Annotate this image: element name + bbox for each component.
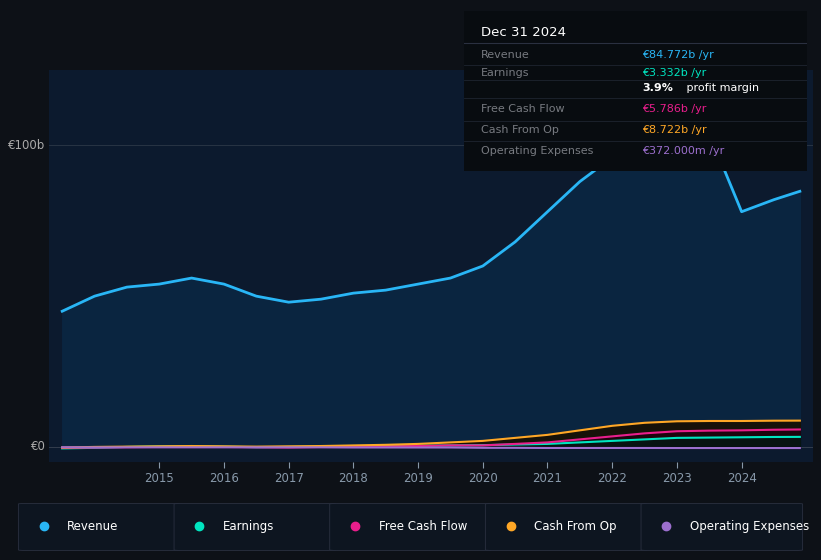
Text: €84.772b /yr: €84.772b /yr <box>642 50 714 60</box>
FancyBboxPatch shape <box>641 503 803 550</box>
Text: Dec 31 2024: Dec 31 2024 <box>481 26 566 39</box>
Text: Revenue: Revenue <box>67 520 118 533</box>
Text: Operating Expenses: Operating Expenses <box>690 520 810 533</box>
FancyBboxPatch shape <box>18 503 180 550</box>
Text: Free Cash Flow: Free Cash Flow <box>378 520 467 533</box>
Text: profit margin: profit margin <box>684 83 759 93</box>
Text: Earnings: Earnings <box>223 520 274 533</box>
Text: Revenue: Revenue <box>481 50 530 60</box>
Text: Cash From Op: Cash From Op <box>534 520 617 533</box>
Text: Cash From Op: Cash From Op <box>481 125 559 135</box>
FancyBboxPatch shape <box>330 503 491 550</box>
Text: €8.722b /yr: €8.722b /yr <box>642 125 707 135</box>
Text: €3.332b /yr: €3.332b /yr <box>642 68 707 78</box>
Text: €0: €0 <box>30 440 45 454</box>
Text: €372.000m /yr: €372.000m /yr <box>642 146 725 156</box>
FancyBboxPatch shape <box>174 503 336 550</box>
Text: €5.786b /yr: €5.786b /yr <box>642 104 707 114</box>
Text: 3.9%: 3.9% <box>642 83 673 93</box>
FancyBboxPatch shape <box>485 503 647 550</box>
Text: €100b: €100b <box>8 139 45 152</box>
Text: Operating Expenses: Operating Expenses <box>481 146 594 156</box>
Text: Earnings: Earnings <box>481 68 530 78</box>
Text: Free Cash Flow: Free Cash Flow <box>481 104 565 114</box>
